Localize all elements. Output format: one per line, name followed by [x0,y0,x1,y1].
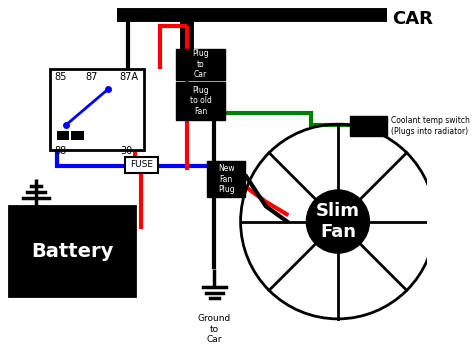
Bar [9,206,135,296]
Text: 30: 30 [120,146,132,156]
Text: Plug
to old
Fan: Plug to old Fan [190,86,211,116]
Text: Slim
Fan: Slim Fan [316,202,360,241]
Bar [176,48,225,80]
Text: 87: 87 [86,72,98,82]
Bar [176,82,225,120]
Text: 87A: 87A [120,72,139,82]
Text: New
Fan
Plug: New Fan Plug [218,164,235,194]
Text: Plug
to
Car: Plug to Car [192,50,209,79]
Text: Battery: Battery [31,242,113,261]
Bar [50,69,144,150]
Circle shape [306,190,369,253]
Text: 88: 88 [54,146,66,156]
Bar [71,131,84,139]
Bar [125,157,158,173]
Text: CAR: CAR [392,10,433,28]
Text: Ground
to
Car: Ground to Car [198,314,231,344]
Text: FUSE: FUSE [130,160,153,169]
Bar [350,116,387,136]
Text: Coolant temp switch
(Plugs into radiator): Coolant temp switch (Plugs into radiator… [391,116,470,136]
Bar [57,131,69,139]
Bar [207,161,245,197]
Text: 85: 85 [54,72,66,82]
